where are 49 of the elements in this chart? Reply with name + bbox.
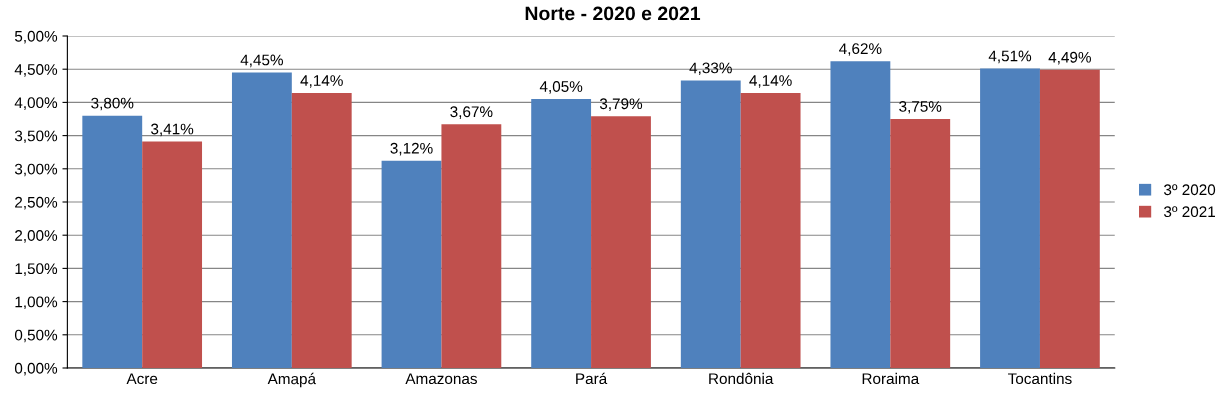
bar	[591, 116, 651, 368]
bar	[890, 119, 951, 368]
data-label: 4,62%	[839, 43, 882, 56]
bar	[441, 124, 502, 368]
y-tick-label: 3,50%	[14, 130, 58, 144]
data-label: 3,75%	[899, 101, 942, 114]
bar	[1039, 69, 1100, 368]
bar	[680, 80, 741, 368]
legend-label: 3º 2020	[1164, 184, 1216, 196]
data-label: 3,12%	[390, 142, 433, 156]
y-tick-label: 1,50%	[15, 263, 58, 276]
data-label: 4,51%	[988, 50, 1032, 64]
data-label: 3,80%	[91, 97, 134, 111]
bar	[231, 72, 292, 368]
x-tick-label: Pará	[576, 372, 608, 385]
y-tick-label: 3,00%	[14, 163, 58, 177]
data-label: 4,33%	[689, 62, 732, 76]
data-label: 3,41%	[151, 123, 194, 137]
y-tick-label: 0,00%	[14, 362, 58, 376]
bar	[82, 115, 143, 368]
data-label: 3,79%	[599, 98, 643, 111]
legend-label: 3º 2021	[1164, 206, 1215, 218]
y-tick-label: 4,00%	[14, 97, 58, 110]
y-tick-label: 5,00%	[14, 30, 58, 44]
bar	[980, 68, 1040, 368]
data-label: 4,49%	[1048, 51, 1091, 65]
data-label: 4,05%	[539, 81, 583, 94]
bar	[740, 93, 801, 368]
y-tick-label: 2,50%	[15, 196, 58, 210]
y-tick-label: 0,50%	[14, 329, 58, 343]
x-tick-label: Tocantins	[1008, 372, 1072, 385]
bar	[531, 99, 592, 368]
x-tick-label: Amapá	[267, 372, 317, 388]
chart-title: Norte - 2020 e 2021	[525, 6, 701, 21]
bar	[381, 160, 442, 368]
data-label: 4,14%	[749, 75, 792, 88]
x-tick-label: Acre	[126, 373, 158, 385]
x-tick-label: Amazonas	[405, 373, 477, 385]
y-tick-label: 4,50%	[14, 64, 58, 77]
data-label: 4,45%	[240, 54, 283, 68]
data-label: 4,14%	[300, 75, 343, 88]
bar	[142, 141, 203, 368]
x-tick-label: Roraima	[862, 372, 920, 385]
y-tick-label: 2,00%	[15, 230, 58, 243]
bar	[830, 61, 891, 368]
bar	[291, 93, 352, 368]
y-tick-label: 1,00%	[15, 296, 58, 310]
data-label: 3,67%	[450, 106, 493, 119]
x-tick-label: Rondônia	[709, 372, 774, 385]
